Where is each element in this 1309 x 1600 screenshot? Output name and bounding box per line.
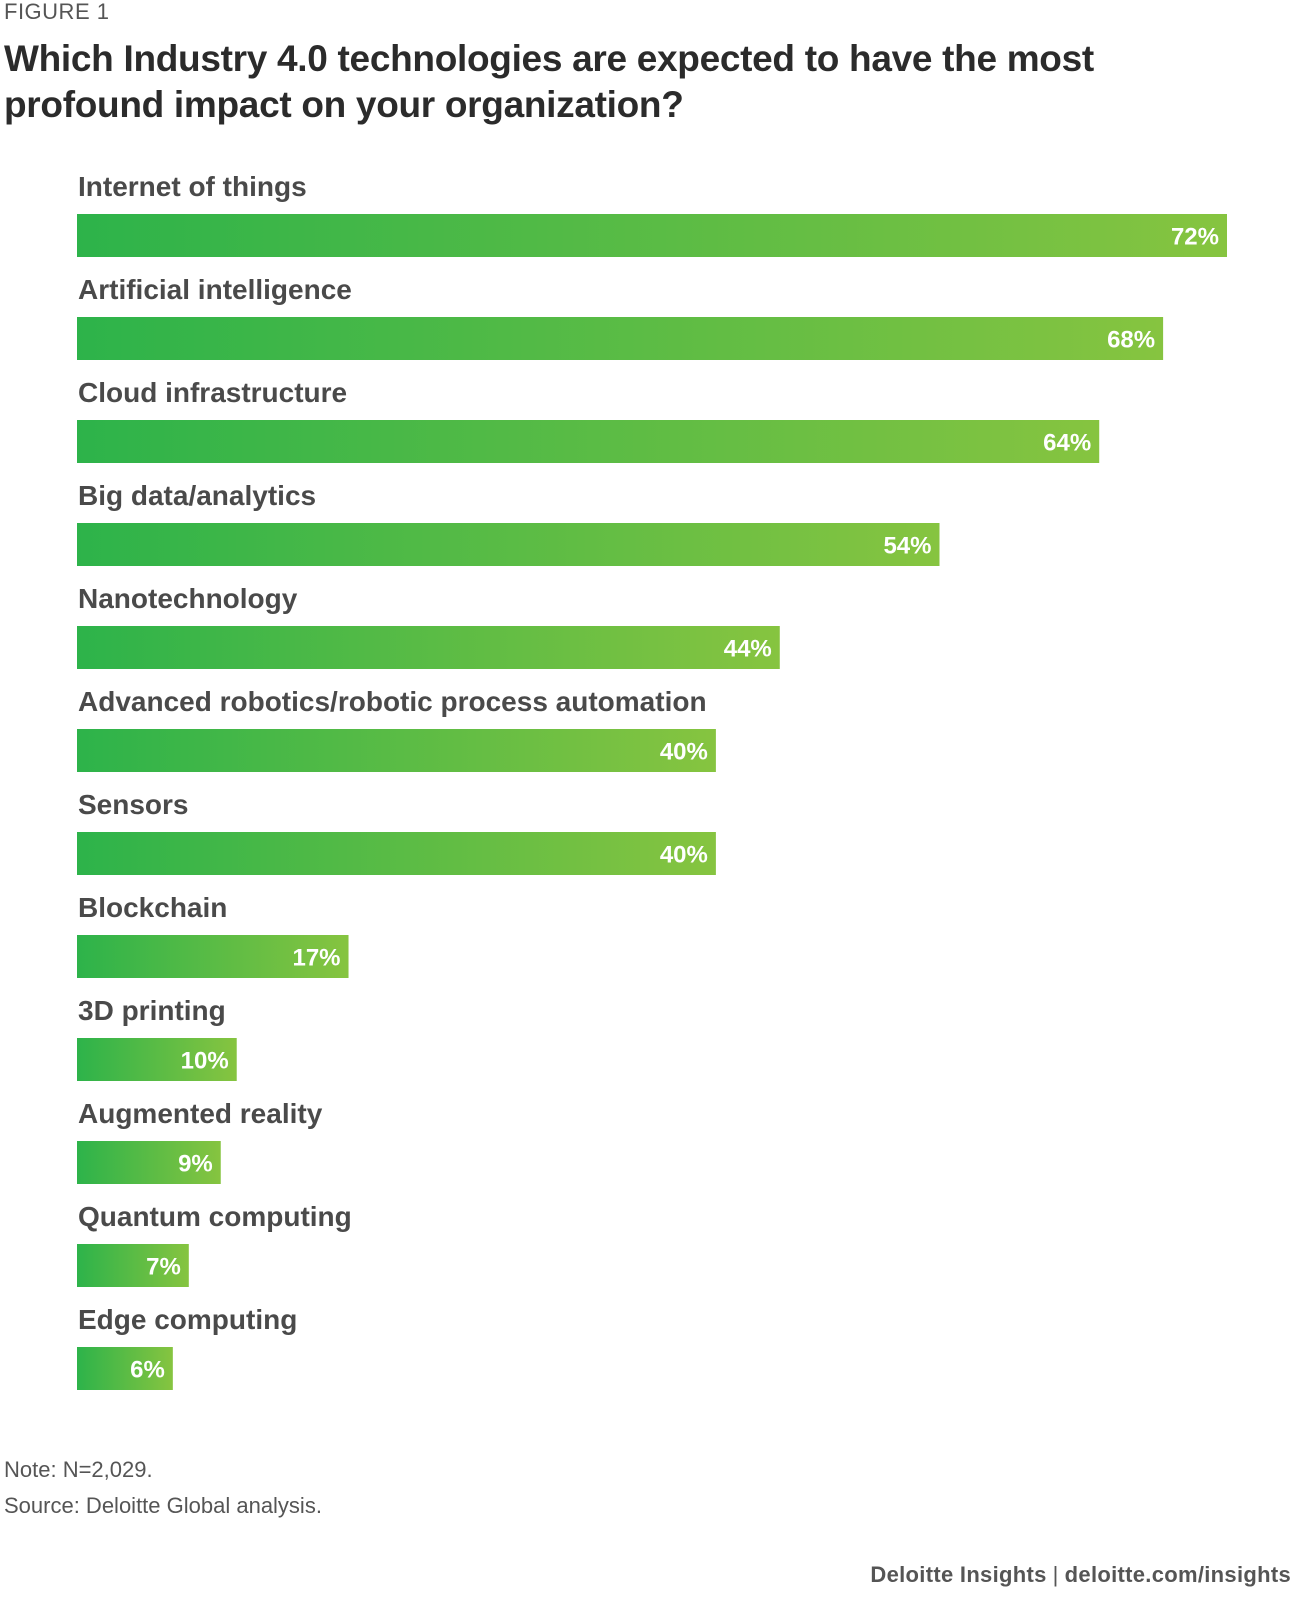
value-label: 17% <box>292 945 340 972</box>
category-label: Cloud infrastructure <box>78 377 347 408</box>
category-label: Big data/analytics <box>78 480 316 511</box>
category-label: Sensors <box>78 789 189 820</box>
value-label: 44% <box>724 636 772 663</box>
figure-label: FIGURE 1 <box>4 0 110 24</box>
footer-url[interactable]: deloitte.com/insights <box>1064 1562 1291 1587</box>
category-label: Blockchain <box>78 892 227 923</box>
value-label: 40% <box>660 842 708 869</box>
bar <box>77 523 940 566</box>
category-label: Internet of things <box>78 171 307 202</box>
bar <box>77 317 1164 360</box>
chart-title: Which Industry 4.0 technologies are expe… <box>4 38 1094 125</box>
bar <box>77 832 716 875</box>
bar <box>77 729 716 772</box>
notes: Note: N=2,029. Source: Deloitte Global a… <box>4 1452 322 1524</box>
value-label: 10% <box>181 1048 229 1075</box>
category-label: Advanced robotics/robotic process automa… <box>78 686 707 717</box>
category-label: Edge computing <box>78 1304 297 1335</box>
bar <box>77 1038 237 1081</box>
value-label: 9% <box>178 1151 213 1178</box>
footer-separator: | <box>1052 1562 1059 1587</box>
value-label: 68% <box>1107 327 1155 354</box>
bar <box>77 1244 189 1287</box>
bar <box>77 1141 221 1184</box>
value-label: 40% <box>660 739 708 766</box>
source-text: Source: Deloitte Global analysis. <box>4 1493 322 1518</box>
value-label: 7% <box>146 1254 181 1281</box>
value-label: 54% <box>883 533 931 560</box>
value-label: 72% <box>1171 224 1219 251</box>
footer: Deloitte Insights | deloitte.com/insights <box>870 1562 1291 1588</box>
value-label: 6% <box>130 1357 165 1384</box>
footer-brand: Deloitte Insights <box>870 1562 1047 1587</box>
category-label: Artificial intelligence <box>78 274 352 305</box>
bar <box>77 626 780 669</box>
bar <box>77 1347 173 1390</box>
value-label: 64% <box>1043 430 1091 457</box>
note-text: Note: N=2,029. <box>4 1457 153 1482</box>
category-label: Augmented reality <box>78 1098 323 1129</box>
bars-group: Internet of things 72% Artificial intellig… <box>77 171 1227 1390</box>
bar <box>77 214 1227 257</box>
category-label: Nanotechnology <box>78 583 298 614</box>
bar-chart: Internet of things 72% Artificial intellig… <box>77 171 1227 1390</box>
bar <box>77 935 349 978</box>
bar <box>77 420 1100 463</box>
category-label: Quantum computing <box>78 1201 352 1232</box>
category-label: 3D printing <box>78 995 226 1026</box>
